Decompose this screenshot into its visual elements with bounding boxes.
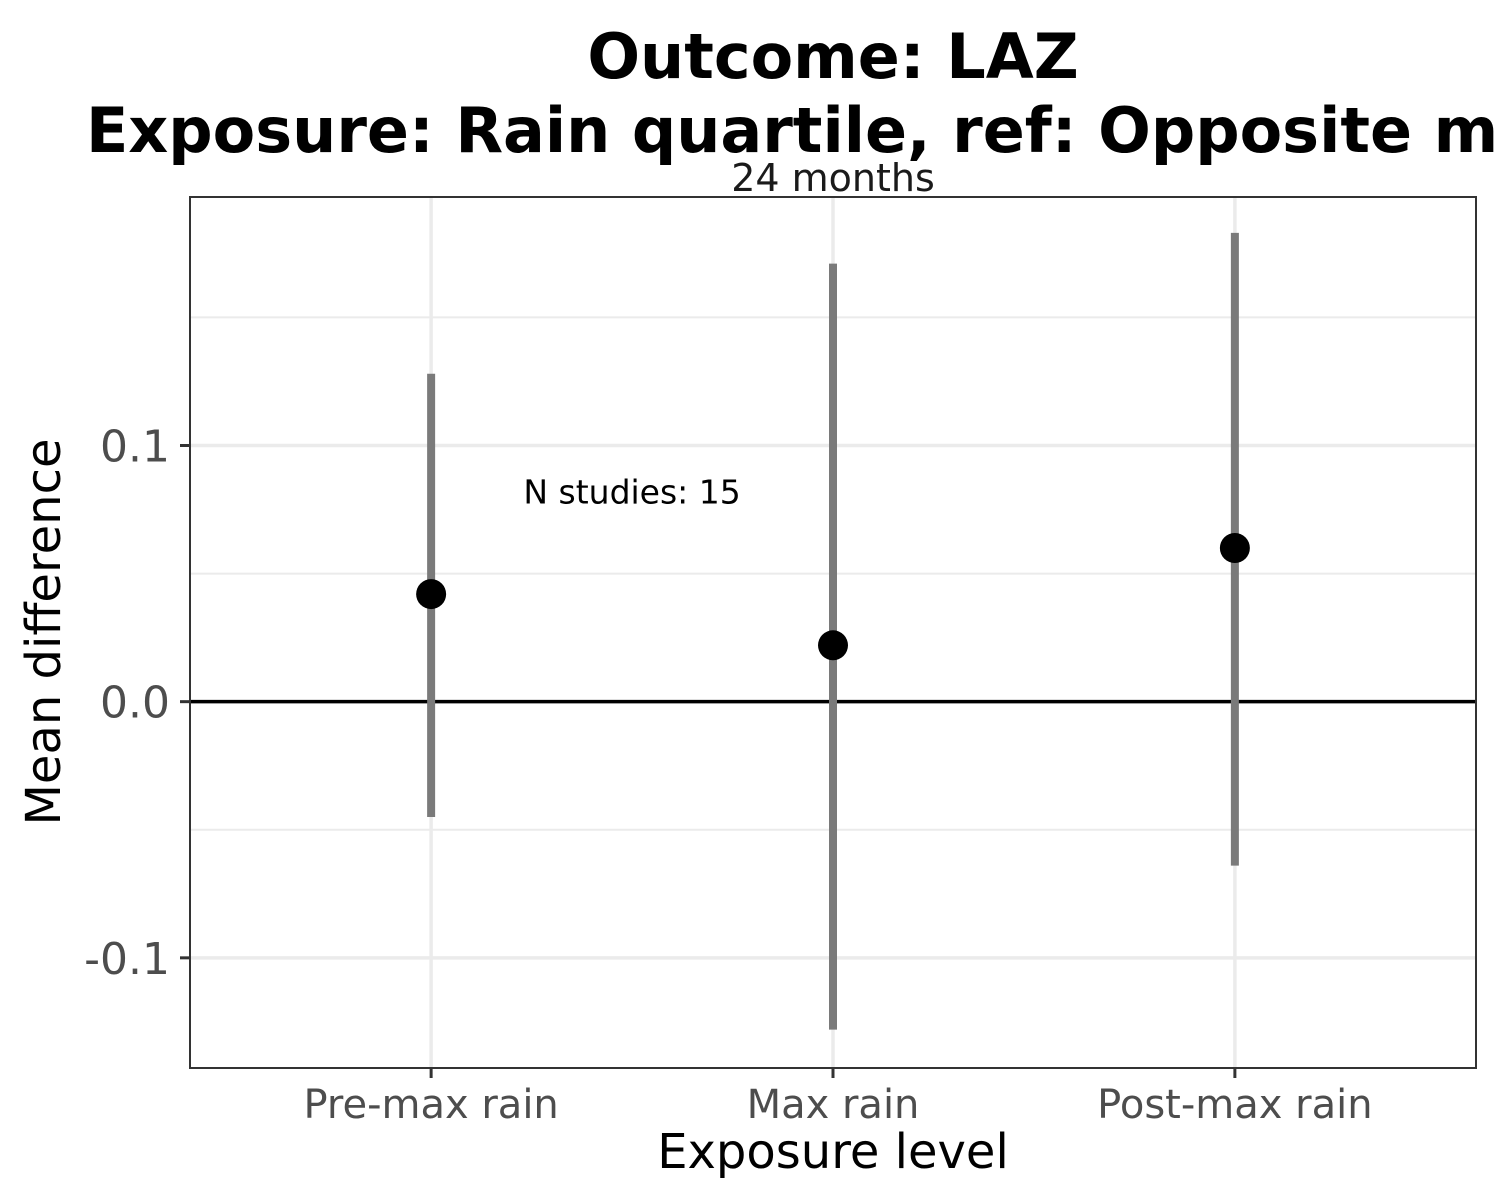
x-tick-label: Pre-max rain [303, 1082, 558, 1128]
chart-title-line-2: Exposure: Rain quartile, ref: Opposite m… [86, 94, 1500, 167]
facet-strip-label: 24 months [731, 156, 935, 200]
point-estimate [416, 579, 447, 610]
x-tick-label: Max rain [747, 1082, 920, 1128]
point-estimate [1219, 532, 1250, 563]
annotation-n-studies: N studies: 15 [523, 473, 740, 512]
point-estimate [818, 630, 848, 661]
plot-panel: N studies: 15 -0.1 0.0 0.1 Pre-max rain Max r… [84, 196, 1477, 1128]
y-tick-label: -0.1 [84, 934, 170, 985]
chart-title-line-1: Outcome: LAZ [587, 20, 1078, 93]
y-axis-title: Mean difference [16, 439, 72, 826]
x-axis-title: Exposure level [657, 1124, 1009, 1180]
x-tick-label: Post-max rain [1097, 1082, 1372, 1128]
y-tick-label: 0.1 [100, 421, 170, 472]
y-tick-label: 0.0 [100, 678, 170, 729]
